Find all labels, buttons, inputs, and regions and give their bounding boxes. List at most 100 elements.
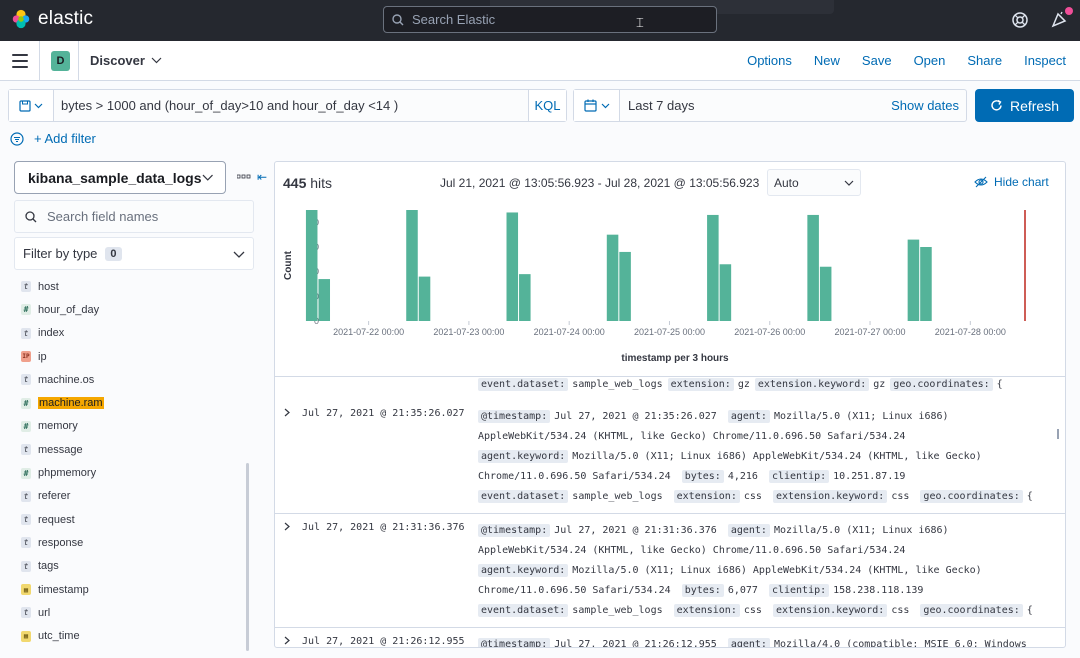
options-link[interactable]: Options [747,53,792,68]
breadcrumb[interactable]: Discover [90,53,162,68]
field-value: Mozilla/5.0 (X11; Linux i686) AppleWebKi… [478,411,949,442]
histogram-bar[interactable] [819,266,832,321]
quick-menu-button[interactable] [574,90,620,121]
search-placeholder: Search Elastic [412,12,496,27]
field-item[interactable]: t request [21,508,246,531]
field-item[interactable]: t referer [21,485,246,508]
expand-row-icon[interactable] [284,408,291,417]
add-filter-button[interactable]: + Add filter [34,131,96,146]
field-item[interactable]: # machine.ram [21,391,246,414]
time-range-text: Jul 21, 2021 @ 13:05:56.923 - Jul 28, 20… [440,176,760,190]
share-link[interactable]: Share [967,53,1003,68]
histogram-bar[interactable] [719,264,732,321]
histogram-bar[interactable] [920,247,932,321]
field-value: 10.251.87.19 [833,471,906,482]
field-key: extension.keyword: [772,604,888,617]
field-item[interactable]: # hour_of_day [21,298,246,321]
hits-count: 445 hits [283,175,332,191]
field-item[interactable]: ▦ utc_time [21,624,246,647]
field-key: @timestamp: [478,638,551,647]
field-item[interactable]: IP ip [21,345,246,368]
field-name: phpmemory [38,467,97,480]
expand-row-icon[interactable] [284,636,291,645]
histogram-bar[interactable] [305,210,318,321]
histogram-bar[interactable] [606,234,619,321]
query-input[interactable]: bytes > 1000 and (hour_of_day>10 and hou… [61,98,399,113]
table-row[interactable]: Jul 27, 2021 @ 21:35:26.027 @timestamp: Ju… [275,400,1065,514]
field-item[interactable]: t tags [21,555,246,578]
histogram-bar[interactable] [619,251,631,321]
filter-options-icon[interactable] [10,131,24,146]
filter-count-badge: 0 [105,246,122,261]
field-item[interactable]: # memory [21,415,246,438]
kql-toggle[interactable]: KQL [528,90,566,121]
histogram-bar[interactable] [418,276,431,321]
divider [78,41,79,81]
chevron-down-icon [151,57,162,64]
field-item[interactable]: t message [21,438,246,461]
breadcrumb-bar: D Discover Options New Save Open Share I… [0,41,1080,81]
field-key: agent: [727,638,770,647]
field-key: agent.keyword: [478,450,569,463]
hide-chart-button[interactable]: Hide chart [974,175,1049,189]
y-axis-label: Count [283,250,294,280]
field-name: index [38,327,65,340]
collapse-sidebar-icon[interactable]: ⇤ [257,170,268,184]
field-item[interactable]: # phpmemory [21,461,246,484]
expand-row-icon[interactable] [284,522,291,531]
histogram-bar[interactable] [907,239,920,321]
open-link[interactable]: Open [913,53,946,68]
refresh-label: Refresh [1009,97,1060,114]
save-link[interactable]: Save [861,53,892,68]
x-tick-label: 2021-07-24 00:00 [534,327,605,337]
histogram-bar[interactable] [707,214,719,321]
newsfeed-icon[interactable] [1050,11,1068,29]
field-item[interactable]: t index [21,322,246,345]
field-item[interactable]: t host [21,275,246,298]
show-dates-link[interactable]: Show dates [891,98,959,113]
field-value: css [891,491,910,502]
field-item[interactable]: t response [21,531,246,554]
histogram-bar[interactable] [506,212,519,321]
top-nav-links: Options New Save Open Share Inspect [747,53,1066,68]
field-item[interactable]: t url [21,601,246,624]
text-cursor-icon: ⌶ [636,15,644,30]
saved-query-button[interactable] [9,90,54,121]
histogram-bar[interactable] [406,210,418,321]
interval-select[interactable]: Auto [767,169,861,196]
help-icon[interactable] [1011,11,1029,29]
refresh-button[interactable]: Refresh [975,89,1074,122]
table-row[interactable]: Jul 27, 2021 @ 21:31:36.376 @timestamp: Ju… [275,514,1065,628]
field-name: tags [38,560,59,573]
field-value: { [996,379,1003,390]
brand-name: elastic [38,8,94,29]
field-value: { [1026,605,1033,616]
space-avatar[interactable]: D [51,51,70,71]
time-range-label[interactable]: Last 7 days [628,98,695,113]
filter-by-type-dropdown[interactable]: Filter by type 0 [14,237,254,270]
elastic-logo[interactable]: elastic [10,8,93,30]
x-tick-label: 2021-07-27 00:00 [835,327,906,337]
string-type-icon: t [21,490,31,502]
sidebar-scrollbar[interactable] [246,463,249,651]
more-options-icon[interactable] [237,172,251,182]
field-value: css [743,605,762,616]
inspect-link[interactable]: Inspect [1024,53,1066,68]
field-key: clientip: [768,584,830,597]
histogram-bar[interactable] [318,279,331,321]
field-item[interactable]: ▦ timestamp [21,578,246,601]
query-bar: bytes > 1000 and (hour_of_day>10 and hou… [8,89,567,122]
histogram-bar[interactable] [807,214,819,321]
index-pattern-picker[interactable]: kibana_sample_data_logs [14,161,226,194]
new-link[interactable]: New [813,53,840,68]
refresh-icon [991,99,1002,111]
field-key: extension: [667,378,734,391]
docs-scrollbar[interactable] [1057,429,1059,439]
hamburger-menu-icon[interactable] [12,54,28,68]
table-row[interactable]: Jul 27, 2021 @ 21:26:12.955 @timestamp: Ju… [275,628,1065,647]
field-search-input[interactable]: Search field names [14,200,254,233]
field-name: hour_of_day [38,303,100,316]
field-item[interactable]: t machine.os [21,368,246,391]
global-search-input[interactable]: Search Elastic [383,6,717,33]
histogram-bar[interactable] [519,274,531,321]
